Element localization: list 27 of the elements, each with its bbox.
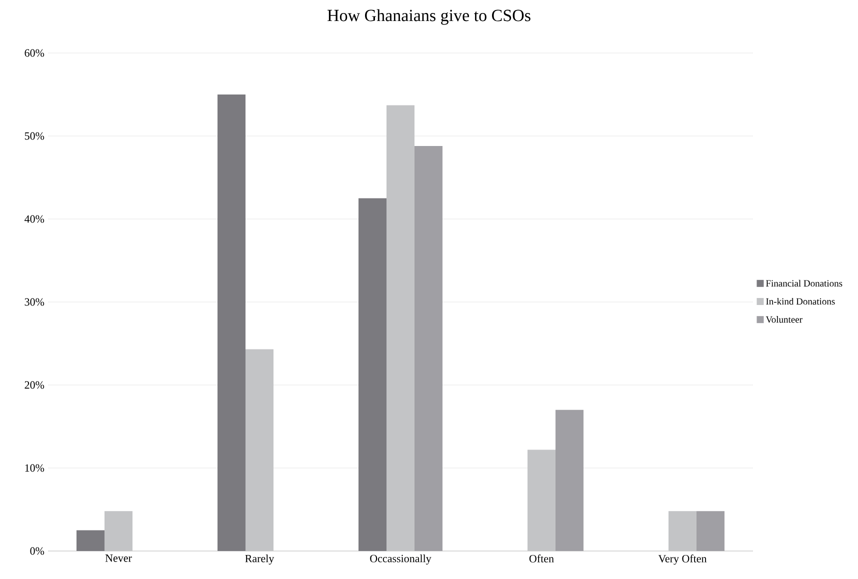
x-tick-label: Never xyxy=(105,554,132,562)
bar xyxy=(556,410,584,551)
x-tick-label: Often xyxy=(529,554,554,562)
y-tick-label: 10% xyxy=(25,464,44,472)
x-tick-label: Rarely xyxy=(245,554,274,565)
bar xyxy=(386,105,415,551)
y-tick-label: 20% xyxy=(24,381,44,389)
bar xyxy=(246,349,274,551)
bar xyxy=(528,450,556,551)
y-tick-label: 40% xyxy=(24,215,44,223)
y-tick-label: 0% xyxy=(30,547,44,555)
chart-title: How Ghanaians give to CSOs xyxy=(328,9,530,25)
x-tick-label: Occassionally xyxy=(370,554,432,565)
bar xyxy=(218,94,246,551)
bar xyxy=(358,198,387,551)
bar xyxy=(696,511,725,551)
bar xyxy=(76,530,105,551)
legend-label: In-kind Donations xyxy=(766,298,835,305)
legend-label: Volunteer xyxy=(766,316,802,323)
y-tick-label: 50% xyxy=(24,132,44,140)
bar xyxy=(104,511,133,551)
x-tick-label: Very Often xyxy=(658,554,707,565)
y-tick-label: 30% xyxy=(24,298,44,306)
bar xyxy=(668,511,697,551)
y-tick-label: 60% xyxy=(24,49,44,57)
bar xyxy=(414,146,443,551)
legend-label: Financial Donations xyxy=(766,280,842,287)
